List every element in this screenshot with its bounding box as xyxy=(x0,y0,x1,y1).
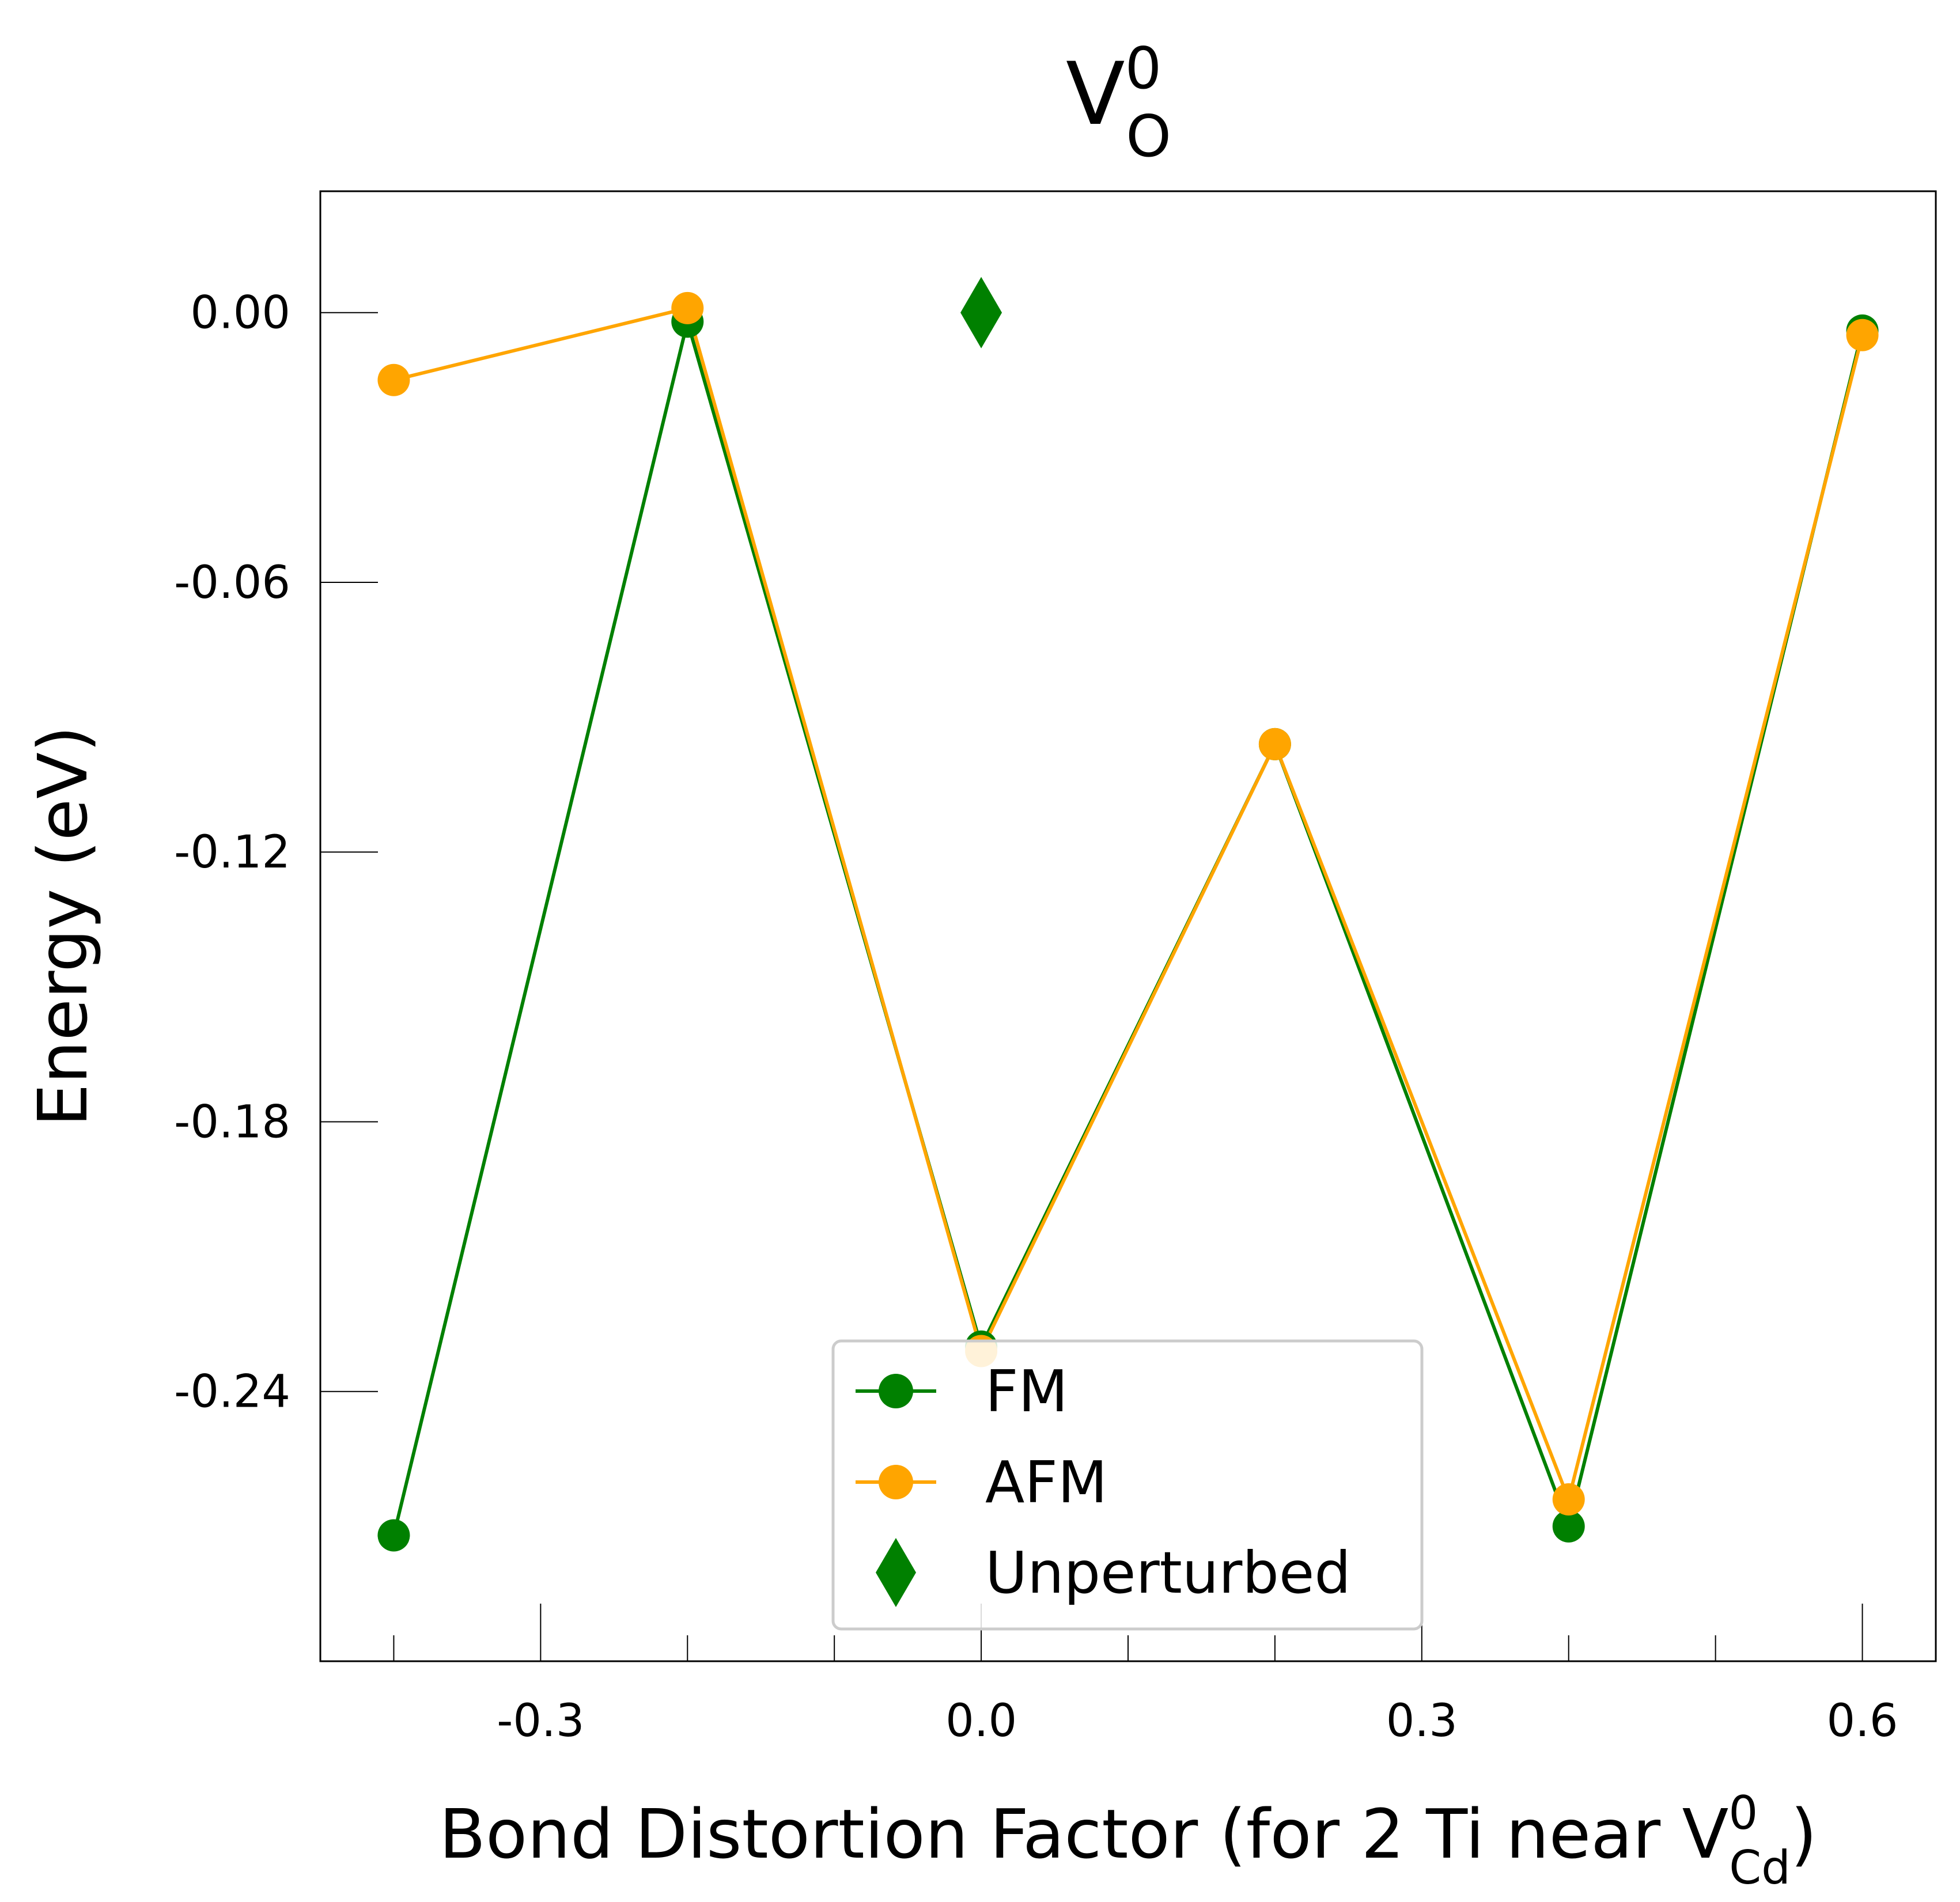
legend-box xyxy=(831,1339,1424,1631)
legend-fm-label: FM xyxy=(985,1358,1068,1425)
x-axis: -0.3 0.0 0.3 0.6 xyxy=(393,1604,1898,1747)
chart-title-sub: O xyxy=(1126,103,1171,170)
afm-series-line xyxy=(393,306,1864,1502)
legend-afm-marker xyxy=(879,1465,913,1499)
legend: FM AFM Unperturbed xyxy=(831,1339,1424,1631)
legend-unperturbed-marker xyxy=(876,1538,916,1607)
afm-point xyxy=(377,363,410,396)
fm-point xyxy=(1552,1510,1585,1543)
y-axis-label: Energy (eV) xyxy=(23,726,103,1127)
y-axis: 0.00 -0.06 -0.12 -0.18 -0.24 xyxy=(174,287,378,1418)
afm-point xyxy=(1846,319,1879,351)
fm-point xyxy=(377,1519,410,1552)
y-tick-label: -0.24 xyxy=(174,1366,290,1418)
legend-unperturbed-label: Unperturbed xyxy=(985,1539,1351,1607)
x-axis-label: Bond Distortion Factor (for 2 Ti near V0… xyxy=(439,1786,1817,1895)
chart-title: V0 O xyxy=(1066,35,1171,170)
x-tick-label: 0.6 xyxy=(1827,1695,1898,1747)
y-tick-label: 0.00 xyxy=(190,287,290,339)
x-axis-label-close: ) xyxy=(1791,1794,1817,1874)
x-tick-label: -0.3 xyxy=(497,1695,584,1747)
chart-title-sup: 0 xyxy=(1125,35,1162,102)
x-axis-label-sub: Cd xyxy=(1729,1841,1791,1895)
afm-point xyxy=(1552,1483,1585,1516)
afm-point xyxy=(1258,728,1291,760)
chart-title-main: V xyxy=(1066,44,1125,145)
x-axis-label-text: Bond Distortion Factor (for 2 Ti near V xyxy=(439,1794,1728,1874)
x-tick-label: 0.3 xyxy=(1386,1695,1458,1747)
y-tick-label: -0.06 xyxy=(174,557,290,609)
afm-point xyxy=(671,291,704,324)
y-tick-label: -0.12 xyxy=(174,827,290,878)
x-axis-label-sup: 0 xyxy=(1728,1786,1758,1840)
legend-fm-marker xyxy=(879,1374,913,1408)
x-tick-label: 0.0 xyxy=(945,1695,1017,1747)
legend-afm-label: AFM xyxy=(985,1449,1107,1516)
y-tick-label: -0.18 xyxy=(174,1096,290,1148)
unperturbed-point xyxy=(960,276,1002,348)
